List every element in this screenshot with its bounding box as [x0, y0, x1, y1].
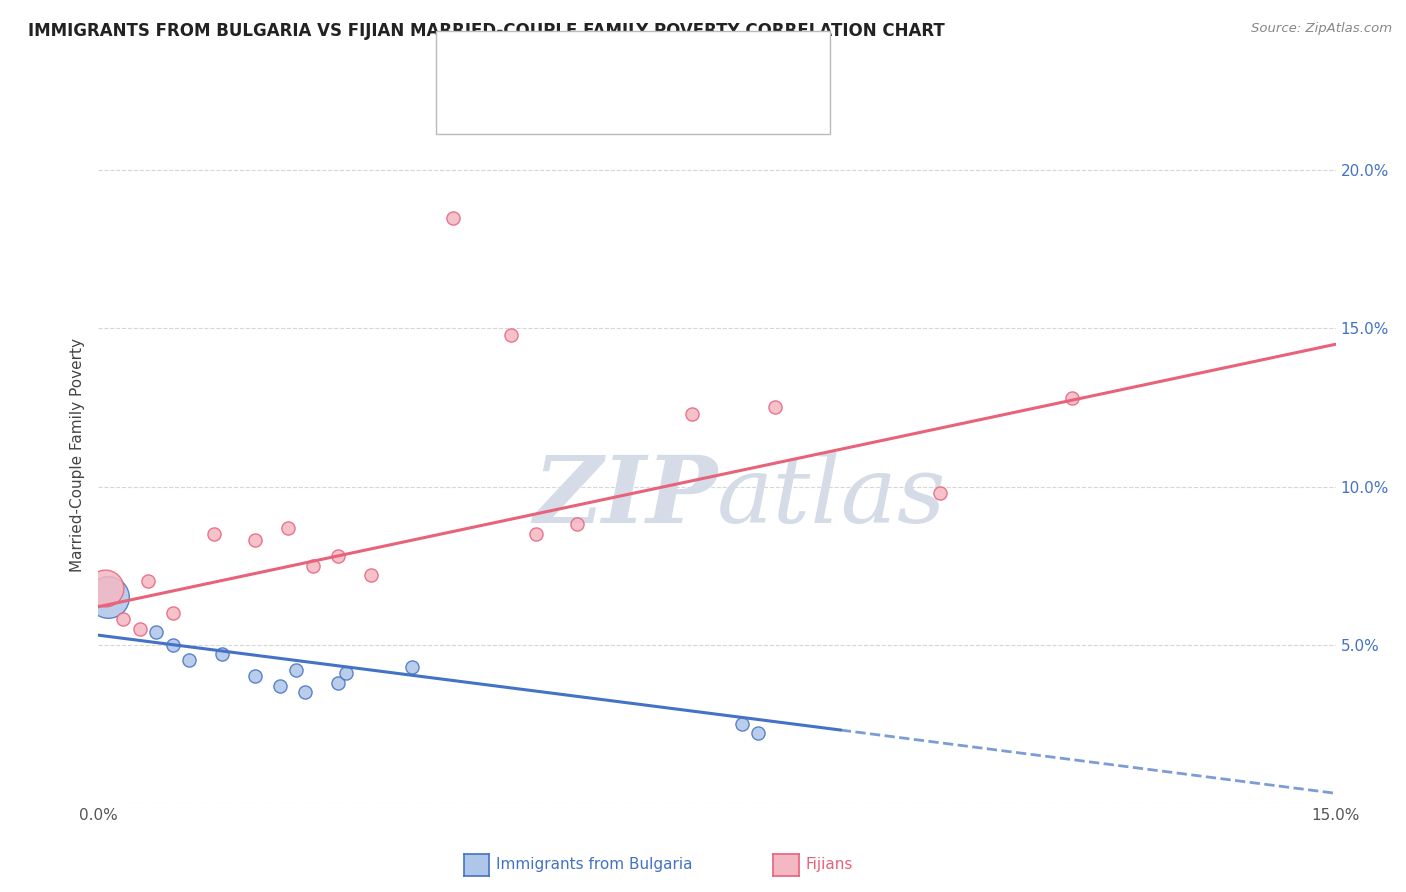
Point	[285, 663, 308, 677]
Point	[97, 591, 120, 605]
Text: N =: N =	[605, 56, 638, 70]
Text: Immigrants from Bulgaria: Immigrants from Bulgaria	[496, 857, 693, 871]
Point	[302, 558, 325, 573]
Point	[499, 327, 522, 342]
Text: N =: N =	[605, 96, 638, 111]
Text: 19: 19	[643, 96, 664, 111]
Point	[202, 527, 225, 541]
Text: IMMIGRANTS FROM BULGARIA VS FIJIAN MARRIED-COUPLE FAMILY POVERTY CORRELATION CHA: IMMIGRANTS FROM BULGARIA VS FIJIAN MARRI…	[28, 22, 945, 40]
Point	[681, 407, 703, 421]
Text: Fijians: Fijians	[806, 857, 853, 871]
Point	[335, 666, 357, 681]
Text: atlas: atlas	[717, 451, 946, 541]
Point	[441, 211, 464, 225]
Text: ZIP: ZIP	[533, 451, 717, 541]
Text: R =: R =	[489, 56, 523, 70]
Text: Source: ZipAtlas.com: Source: ZipAtlas.com	[1251, 22, 1392, 36]
Point	[243, 533, 266, 548]
Point	[269, 679, 291, 693]
Point	[277, 521, 299, 535]
Point	[179, 653, 201, 667]
Point	[731, 716, 754, 731]
Point	[94, 581, 117, 595]
Point	[360, 568, 382, 582]
Point	[243, 669, 266, 683]
Point	[763, 401, 786, 415]
Point	[112, 612, 135, 626]
Text: -0.709: -0.709	[529, 56, 583, 70]
Point	[162, 638, 184, 652]
Point	[211, 647, 233, 661]
Point	[162, 606, 184, 620]
Point	[524, 527, 547, 541]
Point	[565, 517, 588, 532]
Point	[326, 549, 349, 563]
Point	[294, 685, 316, 699]
Point	[1060, 391, 1083, 405]
Point	[326, 675, 349, 690]
Text: 14: 14	[643, 56, 664, 70]
Point	[928, 486, 950, 500]
Text: 0.566: 0.566	[529, 96, 576, 111]
Point	[145, 625, 167, 640]
Point	[401, 660, 423, 674]
Point	[747, 726, 769, 740]
Point	[128, 622, 150, 636]
Text: R =: R =	[489, 96, 523, 111]
Point	[136, 574, 159, 589]
Y-axis label: Married-Couple Family Poverty: Married-Couple Family Poverty	[70, 338, 86, 572]
